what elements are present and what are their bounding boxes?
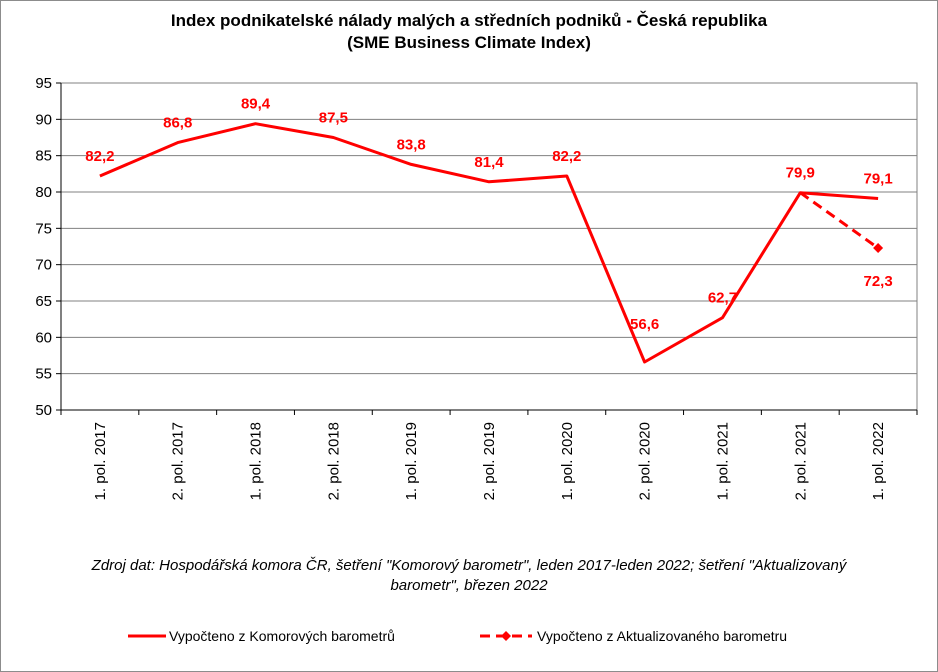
y-tick-label: 85 xyxy=(35,148,52,165)
x-tick-label: 2. pol. 2017 xyxy=(170,422,187,500)
x-tick-label: 1. pol. 2019 xyxy=(403,422,420,500)
y-tick-label: 80 xyxy=(35,184,52,201)
data-label: 86,8 xyxy=(163,115,192,132)
data-label: 83,8 xyxy=(397,136,426,153)
data-label: 82,2 xyxy=(552,148,581,165)
source-note-line-2: barometr", březen 2022 xyxy=(390,577,548,594)
x-tick-label: 2. pol. 2021 xyxy=(792,422,809,500)
legend-label-solid: Vypočteno z Komorových barometrů xyxy=(169,628,395,644)
x-tick-label: 2. pol. 2019 xyxy=(481,422,498,500)
data-label: 81,4 xyxy=(474,154,504,171)
y-tick-label: 90 xyxy=(35,111,52,128)
x-tick-label: 1. pol. 2018 xyxy=(248,422,265,500)
chart-title-line-2: (SME Business Climate Index) xyxy=(347,33,591,52)
source-note: Zdroj dat: Hospodářská komora ČR, šetřen… xyxy=(0,556,938,596)
legend-symbol-diamond xyxy=(501,631,511,641)
x-tick-label: 1. pol. 2021 xyxy=(714,422,731,500)
data-label: 87,5 xyxy=(319,110,348,127)
y-tick-label: 95 xyxy=(35,75,52,92)
gridlines xyxy=(60,82,918,411)
data-label: 56,6 xyxy=(630,316,659,333)
data-labels: 82,2 86,8 89,4 87,5 83,8 81,4 82,2 56,6 62,7 79,9… xyxy=(85,96,892,333)
legend-symbols xyxy=(128,631,532,641)
data-label: 62,7 xyxy=(708,290,737,307)
x-tick-label: 1. pol. 2022 xyxy=(870,422,887,500)
data-label: 79,1 xyxy=(863,171,892,188)
y-tick-label: 70 xyxy=(35,257,52,274)
series-line-dashed xyxy=(799,191,879,250)
chart-title: Index podnikatelské nálady malých a stře… xyxy=(0,10,938,54)
data-label: 79,9 xyxy=(786,165,815,182)
x-tick-label: 1. pol. 2020 xyxy=(559,422,576,500)
y-tick-label: 65 xyxy=(35,293,52,310)
data-label: 89,4 xyxy=(241,96,271,113)
series-marker-diamond xyxy=(873,242,884,253)
chart-title-line-1: Index podnikatelské nálady malých a stře… xyxy=(170,11,768,30)
x-tick-label: 2. pol. 2020 xyxy=(637,422,654,500)
series-line-solid xyxy=(99,122,879,364)
y-tick-label: 75 xyxy=(35,220,52,237)
series-lines xyxy=(99,122,884,364)
x-tick-label: 1. pol. 2017 xyxy=(92,422,109,500)
data-label: 82,2 xyxy=(85,148,114,165)
x-tick-label: 2. pol. 2018 xyxy=(325,422,342,500)
legend-label-dashed: Vypočteno z Aktualizovaného barometru xyxy=(537,628,788,644)
source-note-line-1: Zdroj dat: Hospodářská komora ČR, šetřen… xyxy=(91,557,847,574)
axes: 50 55 60 65 70 75 80 85 90 95 1. pol. 2017 2. pol. … xyxy=(35,75,918,500)
plot-area-border xyxy=(60,82,918,411)
y-tick-label: 60 xyxy=(35,329,52,346)
y-tick-label: 55 xyxy=(35,366,52,383)
y-tick-label: 50 xyxy=(35,402,52,419)
data-label: 72,3 xyxy=(863,273,892,290)
